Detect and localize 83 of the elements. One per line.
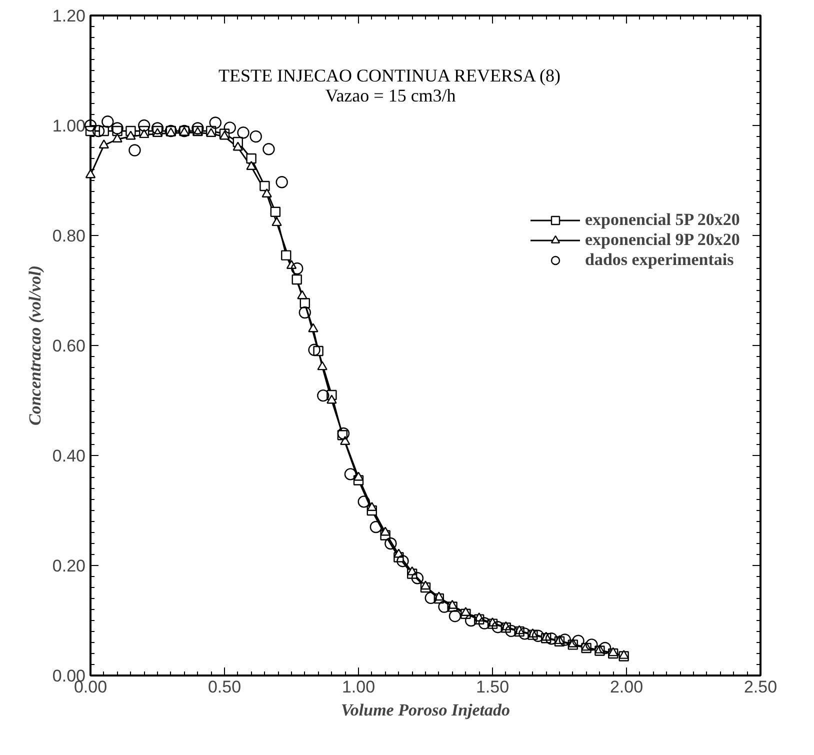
y-tick-label: 0.80 [52, 226, 86, 246]
point [317, 389, 330, 402]
point [308, 344, 320, 356]
point [608, 647, 618, 656]
point [420, 580, 431, 590]
point [112, 133, 122, 142]
legend-label: exponencial 5P 20x20 [585, 210, 740, 230]
point [586, 638, 598, 651]
point [317, 361, 328, 370]
point [545, 632, 558, 645]
point [344, 468, 357, 480]
point [396, 555, 409, 568]
point [246, 160, 256, 170]
point [85, 169, 96, 178]
point [308, 323, 318, 332]
point [370, 520, 382, 534]
x-tick-label: 1.50 [476, 678, 510, 696]
point [270, 206, 281, 217]
point [572, 634, 584, 647]
point [478, 617, 491, 630]
point [358, 496, 370, 508]
point [340, 436, 350, 445]
point [558, 634, 571, 646]
point [438, 600, 450, 613]
text: TESTE INJECAO CONTINUA REVERSA (8) [218, 66, 561, 86]
point [260, 180, 270, 192]
point [138, 119, 150, 132]
point [297, 290, 308, 300]
point [424, 592, 437, 604]
y-tick-label: 1.20 [52, 6, 86, 26]
point [281, 250, 292, 260]
point [98, 140, 109, 148]
point [464, 614, 478, 627]
point [505, 624, 518, 638]
point [326, 394, 337, 404]
y-axis-title: Concentracao (vol/vol) [25, 265, 44, 426]
point [272, 217, 282, 226]
point [532, 630, 544, 642]
point [337, 427, 350, 440]
x-tick-label: 1.00 [342, 678, 376, 696]
point [192, 122, 204, 134]
point [518, 628, 531, 640]
point [366, 502, 377, 511]
point [262, 143, 275, 156]
point [276, 176, 288, 188]
y-tick-label: 0.60 [52, 336, 86, 356]
point [353, 472, 364, 481]
point [262, 188, 272, 198]
point [384, 537, 397, 550]
point [448, 610, 462, 622]
x-tick-label: 2.00 [610, 678, 644, 696]
x-tick-label: 0.50 [208, 678, 242, 696]
point [237, 126, 250, 139]
legend-label: dados experimentais [585, 250, 734, 270]
text: Vazao = 15 cm3/h [325, 86, 456, 106]
x-tick-label: 2.50 [744, 678, 778, 696]
x-axis-title: Volume Poroso Injetado [340, 700, 510, 720]
point [84, 119, 97, 132]
y-tick-label: 0.20 [52, 556, 86, 576]
point [139, 129, 150, 138]
point [598, 642, 612, 654]
point [492, 621, 504, 634]
point [292, 274, 302, 285]
point [102, 116, 114, 128]
point [411, 572, 424, 584]
legend-label: exponencial 9P 20x20 [585, 230, 740, 250]
point [151, 122, 164, 134]
point [246, 153, 256, 164]
point [224, 122, 236, 134]
point [232, 142, 243, 151]
point [618, 650, 629, 659]
point [92, 124, 105, 138]
y-tick-label: 1.00 [52, 116, 86, 136]
point [209, 116, 222, 129]
y-tick-label: 0.40 [52, 446, 86, 466]
point [291, 262, 304, 275]
point [111, 122, 124, 134]
point [126, 130, 136, 140]
point [250, 130, 262, 143]
point [298, 306, 311, 319]
point [380, 526, 390, 536]
point [128, 144, 141, 156]
point [460, 607, 471, 616]
